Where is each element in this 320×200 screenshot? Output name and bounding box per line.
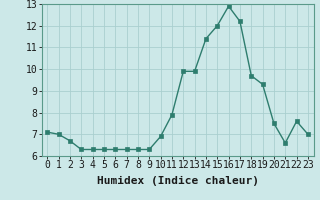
X-axis label: Humidex (Indice chaleur): Humidex (Indice chaleur)	[97, 176, 259, 186]
